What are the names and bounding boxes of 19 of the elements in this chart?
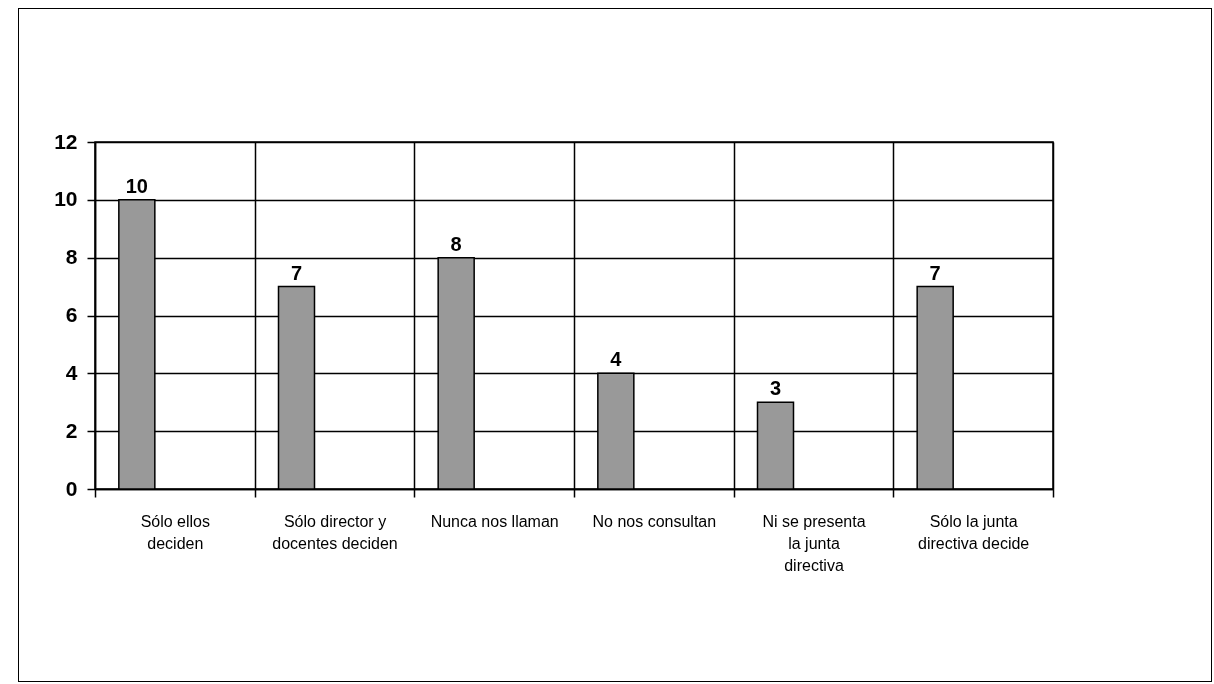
x-tick-label: Sólo ellos deciden	[140, 512, 211, 552]
x-tick-label: Nunca nos llaman	[430, 512, 559, 530]
data-label: 7	[290, 261, 303, 284]
x-tick-label: Sólo la junta directiva decide	[918, 512, 1030, 552]
y-tick-label: 6	[65, 303, 78, 326]
data-label: 10	[125, 174, 148, 197]
data-label: 4	[610, 348, 623, 371]
y-tick-label: 4	[65, 360, 78, 384]
x-tick-label: Sólo director y docentes deciden	[272, 512, 398, 552]
x-tick-label: Ni se presenta la junta directiva	[762, 512, 866, 574]
data-label: 3	[769, 377, 782, 400]
y-tick-label: 0	[65, 476, 78, 500]
data-label: 8	[450, 232, 462, 255]
y-tick-label: 10	[54, 187, 78, 211]
y-tick-label: 8	[65, 245, 78, 269]
x-tick-label: No nos consultan	[592, 512, 717, 530]
data-label: 7	[929, 261, 941, 284]
y-tick-label: 12	[54, 129, 78, 153]
y-tick-label: 2	[65, 418, 78, 442]
